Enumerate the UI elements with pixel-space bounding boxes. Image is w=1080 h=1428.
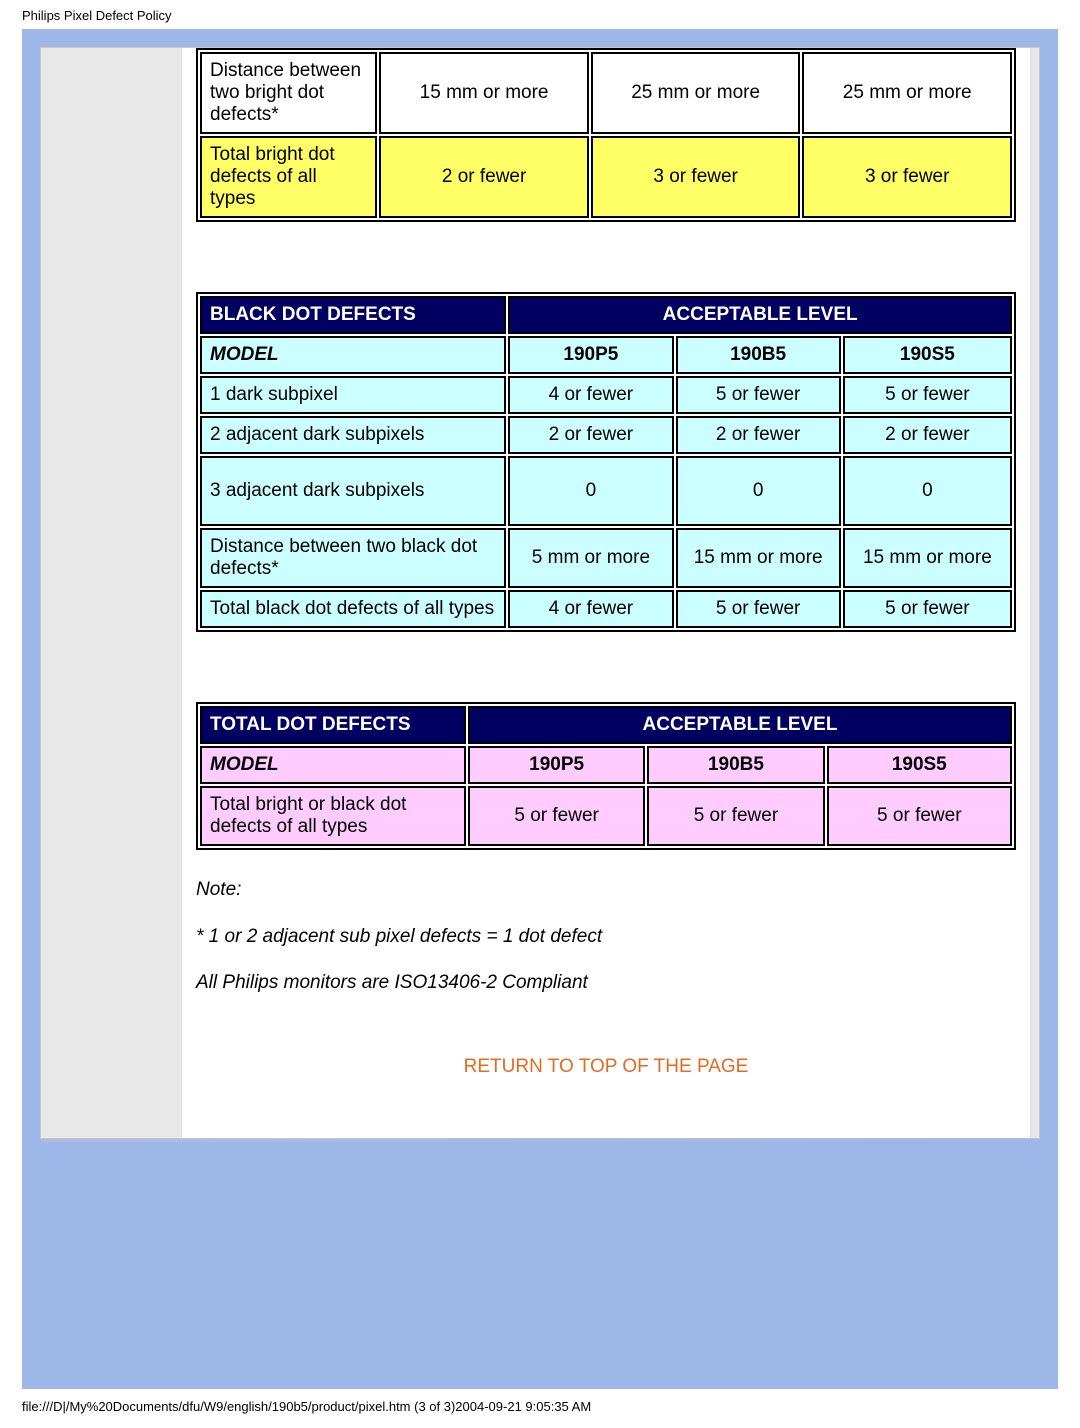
table-cell: 0	[843, 456, 1012, 526]
paper-shadow	[41, 1138, 1039, 1142]
table-cell: 3 or fewer	[591, 136, 801, 218]
table-cell: 5 or fewer	[676, 376, 841, 414]
black-dot-table: BLACK DOT DEFECTSACCEPTABLE LEVELMODEL19…	[196, 292, 1016, 632]
model-column: 190P5	[508, 336, 673, 374]
total-dot-table: TOTAL DOT DEFECTSACCEPTABLE LEVELMODEL19…	[196, 702, 1016, 850]
table-cell: 5 mm or more	[508, 528, 673, 588]
table-row-label: 3 adjacent dark subpixels	[200, 456, 506, 526]
table-cell: 4 or fewer	[508, 376, 673, 414]
table-row-label: Total black dot defects of all types	[200, 590, 506, 628]
content-area: Distance between two bright dot defects*…	[181, 48, 1031, 1138]
table-cell: 0	[676, 456, 841, 526]
table-row-label: Total bright or black dot defects of all…	[200, 786, 466, 846]
model-column: 190B5	[676, 336, 841, 374]
table-row-label: 1 dark subpixel	[200, 376, 506, 414]
table-row-label: Distance between two bright dot defects*	[200, 52, 377, 134]
table-cell: 5 or fewer	[843, 376, 1012, 414]
model-label: MODEL	[200, 336, 506, 374]
model-column: 190P5	[468, 746, 645, 784]
table-cell: 25 mm or more	[591, 52, 801, 134]
return-to-top-link[interactable]: RETURN TO TOP OF THE PAGE	[196, 1056, 1016, 1078]
table-cell: 5 or fewer	[827, 786, 1012, 846]
table-header-left: TOTAL DOT DEFECTS	[200, 706, 466, 744]
notes-block: Note: * 1 or 2 adjacent sub pixel defect…	[196, 878, 1016, 996]
table-cell: 5 or fewer	[676, 590, 841, 628]
table-row-label: Total bright dot defects of all types	[200, 136, 377, 218]
model-column: 190B5	[647, 746, 824, 784]
table-cell: 4 or fewer	[508, 590, 673, 628]
bright-dot-table-fragment: Distance between two bright dot defects*…	[196, 48, 1016, 222]
table-cell: 3 or fewer	[802, 136, 1012, 218]
table-header-right: ACCEPTABLE LEVEL	[468, 706, 1012, 744]
table-cell: 15 mm or more	[843, 528, 1012, 588]
table-row-label: Distance between two black dot defects*	[200, 528, 506, 588]
model-column: 190S5	[843, 336, 1012, 374]
model-label: MODEL	[200, 746, 466, 784]
note-heading: Note:	[196, 878, 1016, 903]
table-cell: 15 mm or more	[676, 528, 841, 588]
table-row-label: 2 adjacent dark subpixels	[200, 416, 506, 454]
table-cell: 2 or fewer	[843, 416, 1012, 454]
table-cell: 25 mm or more	[802, 52, 1012, 134]
paper-page: Distance between two bright dot defects*…	[40, 47, 1040, 1139]
table-header-right: ACCEPTABLE LEVEL	[508, 296, 1012, 334]
outer-frame: Distance between two bright dot defects*…	[22, 29, 1058, 1389]
table-cell: 2 or fewer	[379, 136, 589, 218]
table-header-left: BLACK DOT DEFECTS	[200, 296, 506, 334]
note-line-1: * 1 or 2 adjacent sub pixel defects = 1 …	[196, 925, 1016, 950]
note-line-2: All Philips monitors are ISO13406-2 Comp…	[196, 971, 1016, 996]
table-cell: 0	[508, 456, 673, 526]
table-cell: 5 or fewer	[647, 786, 824, 846]
table-cell: 2 or fewer	[508, 416, 673, 454]
table-cell: 5 or fewer	[468, 786, 645, 846]
table-cell: 2 or fewer	[676, 416, 841, 454]
table-cell: 5 or fewer	[843, 590, 1012, 628]
footer-path: file:///D|/My%20Documents/dfu/W9/english…	[22, 1399, 1080, 1414]
page-title: Philips Pixel Defect Policy	[22, 8, 1080, 23]
table-cell: 15 mm or more	[379, 52, 589, 134]
model-column: 190S5	[827, 746, 1012, 784]
